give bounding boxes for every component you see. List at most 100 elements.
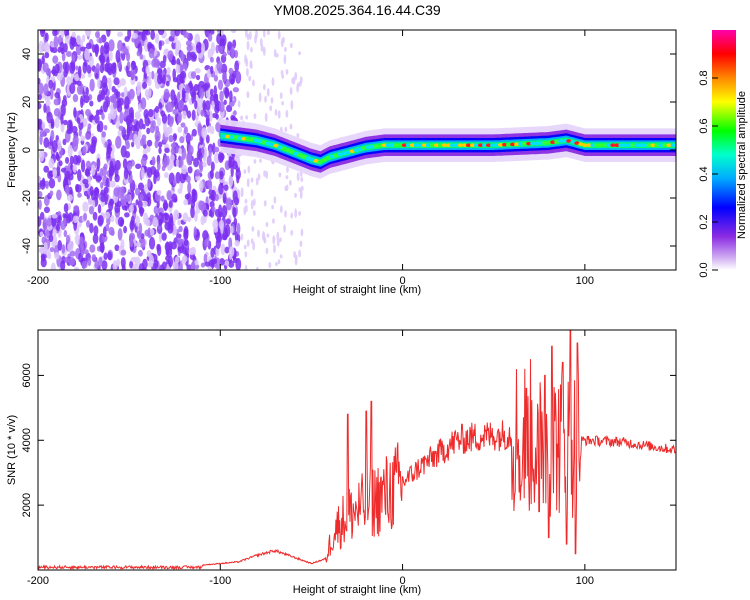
spectrogram-noise-cell [271, 204, 275, 210]
colorbar-tick-label: 0.0 [698, 262, 710, 277]
spectrogram-ridge-cell [333, 153, 339, 158]
spectrogram-noise-cell [106, 77, 111, 84]
spectrogram-noise-cell [151, 70, 155, 80]
spectrogram-noise-cell [298, 51, 302, 56]
spectrogram-noise-cell [148, 254, 154, 266]
spectrogram-noise-cell [54, 91, 60, 99]
spectrogram-noise-cell [93, 225, 99, 236]
spectrogram-noise-cell [290, 229, 294, 236]
spectrogram-noise-cell [85, 132, 91, 141]
spectrogram-noise-cell [39, 211, 45, 220]
spectrogram-noise-cell [140, 97, 147, 110]
spectrogram-noise-cell [125, 65, 129, 74]
spectrogram-noise-cell [131, 141, 135, 148]
spectrogram-ridge-cell [490, 143, 496, 147]
spectrogram-noise-cell [190, 205, 195, 219]
spectrogram-noise-cell [169, 159, 174, 169]
spectrogram-noise-cell [38, 77, 41, 85]
spectrogram-noise-cell [163, 171, 169, 179]
spectrogram-noise-cell [114, 159, 121, 171]
spectrogram-noise-cell [183, 199, 189, 206]
spectrogram-ridge-cell [578, 142, 584, 146]
spectrogram-noise-cell [190, 56, 197, 62]
spectrogram-noise-cell [255, 177, 259, 186]
spectrogram-ridge-cell [666, 143, 672, 147]
spectrogram-noise-cell [213, 93, 219, 100]
spectrogram-noise-cell [247, 165, 251, 174]
spectrogram-noise-cell [41, 54, 45, 65]
spectrogram-x-tick-label: 0 [400, 275, 406, 287]
colorbar-gradient [712, 30, 736, 270]
spectrogram-ridge-cell [634, 143, 640, 147]
spectrogram-noise-cell [289, 123, 293, 130]
spectrogram-noise-cell [117, 216, 125, 227]
spectrogram-noise-cell [49, 190, 54, 197]
spectrogram-noise-cell [82, 61, 88, 74]
spectrogram-noise-cell [177, 219, 181, 226]
spectrogram-noise-cell [172, 133, 177, 142]
spectrogram-noise-cell [122, 134, 130, 141]
snr-x-tick-label: -200 [27, 575, 49, 587]
spectrogram-noise-cell [265, 170, 269, 180]
spectrogram-noise-cell [128, 88, 135, 100]
spectrogram-ridge-cell [498, 143, 504, 147]
spectrogram-ridge-cell [457, 143, 464, 147]
spectrogram-noise-cell [276, 238, 280, 247]
spectrogram-noise-cell [193, 157, 200, 168]
spectrogram-noise-cell [49, 87, 54, 100]
spectrogram-noise-cell [250, 238, 254, 244]
spectrogram-noise-cell [69, 250, 76, 257]
spectrogram-noise-cell [172, 108, 179, 115]
spectrogram-noise-cell [165, 80, 170, 87]
spectrogram-noise-cell [74, 234, 81, 245]
spectrogram-noise-cell [115, 49, 121, 63]
spectrogram-noise-cell [100, 181, 104, 189]
spectrogram-noise-cell [73, 205, 80, 212]
spectrogram-ridge-cell [477, 143, 484, 147]
spectrogram-ridge-cell [594, 143, 600, 147]
spectrogram-noise-cell [156, 189, 162, 196]
spectrogram-noise-cell [103, 186, 109, 194]
spectrogram-noise-cell [121, 45, 127, 53]
spectrogram-noise-cell [180, 70, 187, 80]
spectrogram-ridge-cell [353, 148, 359, 152]
spectrogram-noise-cell [202, 230, 209, 241]
spectrogram-noise-cell [73, 107, 77, 119]
spectrogram-noise-cell [216, 234, 223, 243]
snr-series-line [38, 330, 676, 570]
spectrogram-noise-cell [191, 260, 196, 270]
spectrogram-ridge-cell [365, 145, 371, 150]
spectrogram-noise-cell [236, 174, 240, 184]
spectrogram-noise-cell [209, 125, 215, 135]
spectrogram-noise-cell [123, 225, 128, 234]
spectrogram-ridge-cell [562, 138, 568, 143]
spectrogram-noise-cell [154, 130, 161, 143]
spectrogram-noise-cell [137, 199, 143, 210]
spectrogram-ridge-cell [397, 143, 403, 147]
spectrogram-ridge-cell [401, 143, 407, 147]
spectrogram-noise-cell [43, 137, 50, 149]
spectrogram-noise-cell [109, 160, 114, 169]
spectrogram-noise-cell [243, 206, 247, 216]
spectrogram-noise-cell [216, 33, 223, 45]
spectrogram-noise-cell [240, 187, 244, 196]
spectrogram-noise-cell [210, 189, 217, 202]
spectrogram-noise-cell [128, 107, 135, 119]
spectrogram-noise-cell [233, 110, 237, 116]
spectrogram-noise-cell [191, 109, 196, 121]
spectrogram-noise-cell [232, 257, 238, 264]
spectrogram-noise-cell [224, 86, 230, 99]
spectrogram-noise-cell [91, 139, 97, 148]
spectrogram-noise-cell [300, 177, 304, 182]
spectrogram-noise-cell [243, 169, 247, 174]
spectrogram-ridge-cell [393, 143, 399, 147]
spectrogram-noise-cell [42, 218, 48, 231]
spectrogram-noise-cell [142, 200, 148, 207]
spectrogram-noise-cell [39, 149, 45, 162]
spectrogram-noise-cell [137, 182, 145, 191]
spectrogram-noise-cell [143, 212, 149, 225]
spectrogram-noise-cell [252, 209, 256, 217]
spectrogram-noise-cell [163, 88, 170, 101]
spectrogram-noise-cell [213, 152, 220, 164]
spectrogram-noise-cell [82, 201, 89, 213]
